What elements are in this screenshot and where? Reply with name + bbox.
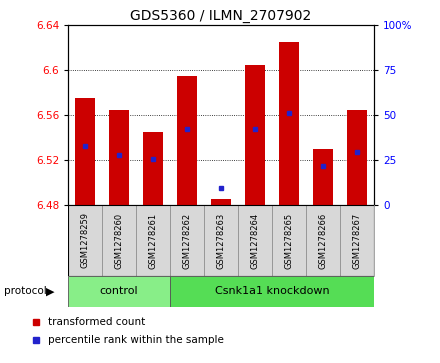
Text: GSM1278261: GSM1278261 [149,212,158,269]
Bar [75,98,95,205]
Text: GSM1278260: GSM1278260 [115,212,124,269]
Bar [68,205,102,276]
Bar [68,276,170,307]
Text: GSM1278262: GSM1278262 [183,212,192,269]
Bar [204,205,238,276]
Bar [143,132,163,205]
Title: GDS5360 / ILMN_2707902: GDS5360 / ILMN_2707902 [131,9,312,23]
Text: Csnk1a1 knockdown: Csnk1a1 knockdown [215,286,330,296]
Bar [245,65,265,205]
Text: transformed count: transformed count [48,317,145,327]
Bar [136,205,170,276]
Bar [313,149,333,205]
Text: protocol: protocol [4,286,47,296]
Text: GSM1278265: GSM1278265 [285,212,293,269]
Bar [306,205,340,276]
Bar [238,205,272,276]
Text: control: control [100,286,139,296]
Bar [272,205,306,276]
Bar [109,110,129,205]
Text: GSM1278267: GSM1278267 [352,212,362,269]
Text: GSM1278264: GSM1278264 [250,212,260,269]
Bar [170,205,204,276]
Bar [170,276,374,307]
Bar [347,110,367,205]
Text: GSM1278259: GSM1278259 [81,212,90,269]
Bar [177,76,197,205]
Bar [279,42,299,205]
Text: percentile rank within the sample: percentile rank within the sample [48,335,224,346]
Bar [211,200,231,205]
Text: GSM1278263: GSM1278263 [216,212,226,269]
Bar [102,205,136,276]
Text: ▶: ▶ [46,286,55,296]
Text: GSM1278266: GSM1278266 [319,212,327,269]
Bar [340,205,374,276]
